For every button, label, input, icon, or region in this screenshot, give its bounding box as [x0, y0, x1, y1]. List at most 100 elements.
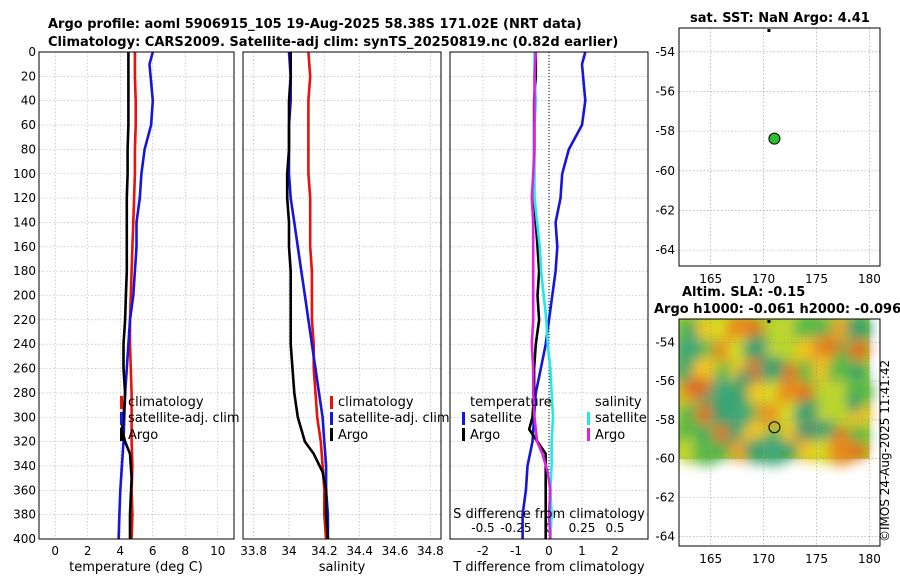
x-tick-label: 180	[858, 272, 881, 286]
sla-field-cell	[793, 319, 824, 344]
map-frame	[678, 318, 881, 547]
x-tick-label: 0	[51, 544, 59, 558]
y-tick-label: 160	[13, 240, 36, 254]
legend-label-temp-satellite: satellite	[470, 411, 522, 426]
y-tick-label: 60	[21, 118, 36, 132]
sla-field-cell	[846, 395, 863, 414]
legend-label-satellite: satellite-adj. clim	[128, 411, 240, 426]
sst-map-title: sat. SST: NaN Argo: 4.41	[690, 11, 870, 26]
sla-field-cell	[799, 383, 818, 402]
series-line-satellite-adj-clim	[117, 52, 155, 539]
sla-field-cell	[847, 424, 870, 447]
x-tick-label: 0	[545, 544, 553, 558]
y-tick-label: 180	[13, 264, 36, 278]
y-tick-label: -58	[655, 124, 675, 138]
sla-field-cell	[714, 362, 733, 381]
y-tick-label: 300	[13, 410, 36, 424]
sla-field-cell	[849, 441, 868, 460]
y-tick-label: 80	[21, 142, 36, 156]
y-tick-label: 360	[13, 483, 36, 497]
sla-field-cell	[815, 319, 834, 338]
y-tick-label: 200	[13, 289, 36, 303]
y-tick-label: -60	[655, 452, 675, 466]
legend-swatch-sal-satellite	[587, 412, 590, 425]
legend-swatch-argo	[120, 428, 123, 441]
y-tick-label: 220	[13, 313, 36, 327]
legend-label-sal-satellite: satellite	[595, 411, 647, 426]
x-tick-label: 10	[210, 544, 225, 558]
x-tick-label: 8	[181, 544, 189, 558]
x-tick-label: 165	[699, 552, 722, 566]
x-tick-label: 34.8	[417, 544, 444, 558]
legend-swatch-argo	[330, 428, 333, 441]
series-line-salinity-argo	[530, 52, 552, 539]
sla-field-cell	[776, 377, 807, 408]
sla-field-cell	[815, 405, 834, 424]
legend-title-temperature: temperature	[470, 395, 552, 410]
x-top-tick-label: 0.25	[569, 521, 596, 535]
legend-swatch-temp-argo	[462, 428, 465, 441]
y-tick-label: 280	[13, 386, 36, 400]
y-tick-label: -64	[655, 243, 675, 257]
legend-label-argo: Argo	[338, 428, 368, 443]
salinity-panel: 33.8 34 34.2 34.4 34.6 34.8	[240, 51, 444, 558]
figure-title-line2: Climatology: CARS2009. Satellite-adj cli…	[48, 35, 618, 50]
x-tick-label: 33.8	[240, 544, 267, 558]
top-marker	[767, 29, 771, 32]
salinity-xlabel: salinity	[319, 560, 366, 575]
series-group	[521, 52, 587, 539]
difference-panel: -2 -1 0 1 2-0.5 -0.25 0 0.25 0.5	[449, 51, 649, 558]
sla-field-cell	[794, 423, 813, 440]
sla-field-cell	[849, 362, 868, 381]
figure-title-line1: Argo profile: aoml 5906915_105 19-Aug-20…	[48, 17, 582, 32]
x-tick-label: 2	[611, 544, 619, 558]
x-top-tick-label: -0.25	[500, 521, 531, 535]
legend-label-climatology: climatology	[338, 395, 414, 410]
sla-field-cell	[725, 319, 756, 344]
sla-field-cell	[847, 339, 870, 362]
y-tick-label: -56	[655, 84, 675, 98]
legend-label-climatology: climatology	[128, 395, 204, 410]
sla-field-cell	[845, 319, 872, 342]
y-tick-label: -58	[655, 413, 675, 427]
series-group	[117, 52, 155, 539]
legend-swatch-satellite	[120, 412, 123, 425]
top-marker	[767, 320, 771, 323]
x-tick-label: 175	[805, 552, 828, 566]
sla-field-cell	[708, 377, 739, 408]
y-tick-label: 120	[13, 191, 36, 205]
sla-map-title-line2: Argo h1000: -0.061 h2000: -0.096	[654, 302, 900, 317]
x-tick-label: 4	[116, 544, 124, 558]
sla-field-cell	[816, 337, 843, 356]
sla-field-cell	[759, 356, 790, 387]
legend-swatch-climatology	[330, 396, 333, 409]
x-tick-label: 34.2	[311, 544, 338, 558]
x-tick-label: 180	[858, 552, 881, 566]
y-tick-label: 100	[13, 167, 36, 181]
temperature-xlabel: temperature (deg C)	[69, 560, 203, 575]
y-tick-label: 240	[13, 337, 36, 351]
x-tick-label: 170	[752, 552, 775, 566]
sla-field-cell	[725, 399, 756, 430]
x-tick-label: -1	[510, 544, 522, 558]
x-top-tick-label: 0.5	[605, 521, 624, 535]
difference-top-xlabel: S difference from climatology	[453, 507, 645, 522]
temperature-legend: climatology satellite-adj. clim Argo	[120, 395, 240, 443]
series-line-temperature-satellite	[521, 52, 587, 539]
y-tick-label: -62	[655, 203, 675, 217]
x-tick-label: 34.4	[346, 544, 373, 558]
legend-swatch-temp-satellite	[462, 412, 465, 425]
series-line-climatology	[128, 52, 137, 539]
y-tick-label: 400	[13, 532, 36, 546]
y-tick-label: -54	[655, 45, 675, 59]
sla-field-cell	[731, 383, 750, 402]
series-line-argo	[285, 52, 330, 539]
legend-swatch-climatology	[120, 396, 123, 409]
legend-title-salinity: salinity	[595, 395, 642, 410]
x-top-tick-label: -0.5	[471, 521, 494, 535]
y-tick-label: 320	[13, 435, 36, 449]
sla-field-cell	[680, 405, 699, 424]
y-tick-label: 140	[13, 215, 36, 229]
sla-field-cell	[680, 319, 699, 338]
